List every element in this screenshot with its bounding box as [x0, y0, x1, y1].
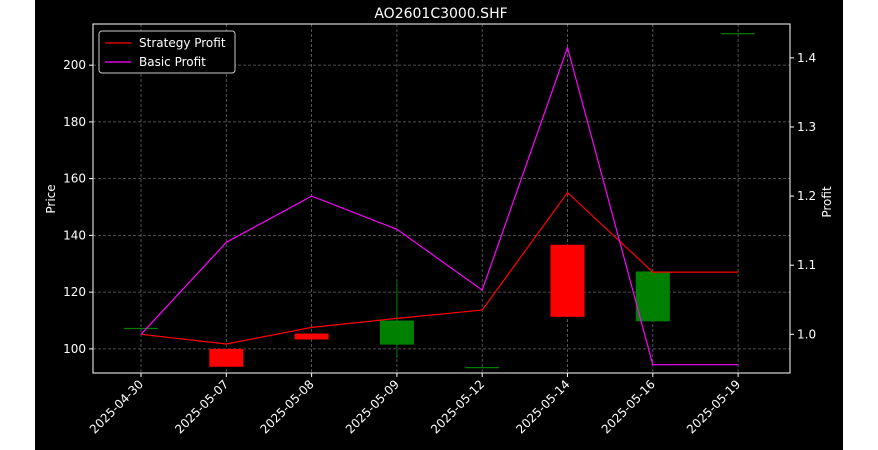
x-tick-label-2025-05-16: 2025-05-16: [599, 377, 658, 436]
legend: Strategy Profit Basic Profit: [98, 30, 236, 74]
candle-body-2025-05-16: [635, 271, 670, 322]
legend-box: [98, 30, 236, 74]
y-tick-label-120: 120: [63, 285, 86, 299]
candles: [124, 33, 756, 369]
candle-body-2025-04-30: [124, 327, 158, 330]
y2-tick-label-1.0: 1.0: [797, 327, 816, 341]
candle-body-2025-05-08: [294, 333, 329, 340]
y-tick-label-180: 180: [63, 115, 86, 129]
y2-tick-label-1.4: 1.4: [797, 51, 816, 65]
y-tick-label-160: 160: [63, 172, 86, 186]
x-tick-label-2025-05-09: 2025-05-09: [343, 377, 402, 436]
legend-label-strategy-profit: Strategy Profit: [139, 36, 226, 50]
grid-lines: [93, 24, 790, 373]
y2-tick-label-1.2: 1.2: [797, 189, 816, 203]
y2-axis-label: Profit: [820, 186, 834, 218]
x-tick-label-2025-05-19: 2025-05-19: [684, 377, 743, 436]
y2-tick-label-1.1: 1.1: [797, 258, 816, 272]
candle-body-2025-05-14: [550, 244, 585, 317]
chart-figure: 2025-04-30 2025-05-07 2025-05-08 2025-05-09…: [35, 0, 843, 450]
legend-label-basic-profit: Basic Profit: [139, 55, 206, 69]
axes: 2025-04-30 2025-05-07 2025-05-08 2025-05-09…: [63, 51, 816, 437]
y-tick-label-100: 100: [63, 342, 86, 356]
candle-body-2025-05-07: [209, 348, 244, 367]
y-tick-label-140: 140: [63, 228, 86, 242]
plot-frame: [92, 23, 791, 374]
y2-tick-label-1.3: 1.3: [797, 120, 816, 134]
x-tick-label-2025-05-07: 2025-05-07: [172, 377, 231, 436]
y-tick-label-200: 200: [63, 58, 86, 72]
candlestick-profit-chart: 2025-04-30 2025-05-07 2025-05-08 2025-05-09…: [44, 6, 834, 437]
x-tick-label-2025-05-14: 2025-05-14: [513, 377, 572, 436]
profit-lines: [140, 45, 739, 366]
x-tick-label-2025-04-30: 2025-04-30: [87, 377, 146, 436]
series-line-strategy-profit: [140, 191, 739, 345]
x-tick-label-2025-05-12: 2025-05-12: [428, 377, 487, 436]
chart-title: AO2601C3000.SHF: [374, 6, 507, 22]
series-line-basic-profit: [140, 45, 739, 366]
x-tick-label-2025-05-08: 2025-05-08: [258, 377, 317, 436]
candle-body-2025-05-12: [465, 367, 500, 369]
y-axis-label: Price: [44, 184, 58, 213]
candle-body-2025-05-19: [721, 33, 756, 35]
candle-body-2025-05-09: [379, 320, 414, 345]
